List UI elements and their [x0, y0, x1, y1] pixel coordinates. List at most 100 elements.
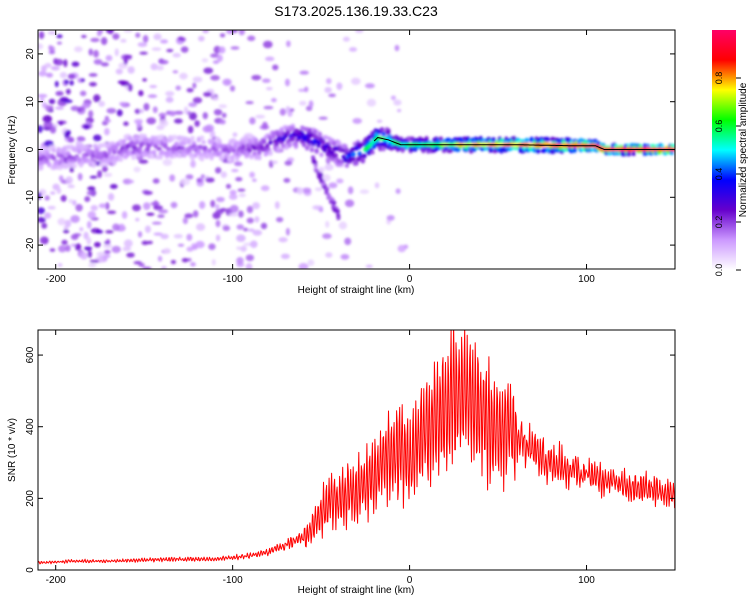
- spectrogram-cell: [108, 30, 113, 35]
- spectrogram-cell: [183, 106, 189, 115]
- spectrogram-cell: [212, 96, 219, 101]
- spectrogram-cell: [253, 138, 259, 144]
- spectrogram-cell: [107, 150, 112, 155]
- spectrogram-cell: [179, 72, 188, 80]
- spectrogram-cell: [201, 58, 209, 63]
- spectrogram-cell: [324, 86, 332, 93]
- spectrogram-cell: [100, 37, 108, 45]
- spectrogram-cell: [138, 90, 144, 97]
- spectrogram-cell: [139, 108, 144, 114]
- spectrogram-cell: [104, 152, 109, 159]
- spectrogram-cell: [153, 232, 163, 236]
- spectrogram-cell: [328, 182, 338, 189]
- spectrogram-cell: [332, 200, 337, 205]
- spectrogram-cell: [165, 96, 174, 103]
- spectrogram-cell: [220, 207, 227, 212]
- spectrogram-cell: [156, 146, 162, 151]
- spectrogram-cell: [243, 227, 249, 232]
- snr-y-tick-label: 200: [25, 490, 36, 507]
- spectrogram-cell: [545, 136, 550, 142]
- spectrogram-cell: [260, 222, 268, 230]
- spectrogram-cell: [261, 138, 267, 145]
- spectrogram-cell: [51, 155, 57, 161]
- spectrogram-cell: [38, 217, 46, 223]
- spectrogram-cell: [271, 134, 276, 140]
- spectrogram-cell: [42, 115, 53, 123]
- spectrogram-cell: [177, 152, 182, 159]
- spectrogram-cell: [59, 157, 65, 163]
- spectrogram-cell: [175, 85, 182, 91]
- spectrogram-cell: [90, 205, 98, 211]
- spectrogram-cell: [182, 217, 188, 225]
- spectrogram-cell: [144, 225, 151, 233]
- spectrogram-cell: [278, 237, 288, 243]
- spectrogram-cell: [44, 212, 52, 219]
- snr-series-line: [38, 330, 675, 565]
- spectrogram-cell: [169, 174, 176, 182]
- spectrogram-cell: [344, 163, 350, 168]
- spectrogram-cell: [63, 99, 73, 104]
- spectrogram-cell: [225, 183, 232, 189]
- spectrogram-cell: [271, 97, 277, 103]
- snr-y-tick-label: 600: [25, 346, 36, 363]
- spectrogram-cell: [214, 167, 222, 174]
- spectrogram-cell: [39, 236, 49, 245]
- spectrogram-cell: [57, 218, 66, 226]
- spectrogram-cell: [214, 203, 220, 210]
- spectrogram-y-tick-label: -10: [25, 190, 36, 205]
- spectrogram-cell: [203, 67, 214, 74]
- spectrogram-cell: [135, 217, 140, 222]
- snr-y-axis-label: SNR (10 * v/v): [7, 418, 18, 482]
- spectrogram-cell: [208, 243, 216, 250]
- spectrogram-cell: [81, 34, 87, 39]
- spectrogram-cell: [49, 126, 57, 134]
- spectrogram-cell: [93, 94, 101, 103]
- spectrogram-cell: [362, 153, 367, 159]
- spectrogram-cell: [219, 33, 226, 38]
- spectrogram-cell: [249, 117, 256, 125]
- spectrogram-cell: [38, 70, 47, 77]
- spectrogram-cell: [128, 179, 135, 184]
- spectrogram-cell: [316, 172, 321, 177]
- spectrogram-cell: [192, 97, 203, 104]
- spectrogram-cell: [81, 102, 91, 109]
- spectrogram-cell: [55, 106, 64, 110]
- spectrogram-cell: [327, 145, 332, 151]
- spectrogram-cell: [88, 110, 94, 118]
- spectrogram-cell: [58, 121, 64, 126]
- spectrogram-cell: [77, 173, 83, 181]
- spectrogram-cell: [38, 191, 42, 200]
- colorbar-ticks: 0.0 0.2 0.4 0.6 0.8: [714, 72, 741, 276]
- spectrogram-cell: [245, 254, 255, 262]
- spectrogram-cell: [69, 166, 75, 173]
- spectrogram-cell: [181, 258, 189, 263]
- spectrogram-cell: [166, 48, 174, 53]
- spectrogram-cell: [96, 31, 102, 37]
- spectrogram-cell: [438, 136, 444, 141]
- spectrogram-cell: [631, 151, 636, 157]
- spectrogram-cell: [157, 214, 165, 218]
- spectrogram-cell: [187, 139, 192, 145]
- spectrogram-x-tick-label: 0: [407, 274, 413, 285]
- spectrogram-cell: [117, 223, 126, 232]
- spectrogram-cell: [88, 262, 97, 268]
- spectrogram-cell: [122, 246, 132, 252]
- spectrogram-cell: [325, 156, 331, 165]
- spectrogram-cell: [89, 175, 98, 179]
- spectrogram-cell: [47, 205, 56, 210]
- spectrogram-cell: [153, 205, 164, 211]
- spectrogram-cell: [314, 187, 323, 192]
- spectrogram-cell: [301, 141, 307, 148]
- spectrogram-cell: [250, 240, 258, 248]
- spectrogram-cell: [320, 140, 326, 145]
- spectrogram-cell: [188, 102, 198, 108]
- spectrogram-cell: [196, 178, 202, 183]
- snr-x-tick-label: 100: [578, 575, 595, 586]
- spectrogram-cell: [257, 154, 262, 161]
- spectrogram-cell: [240, 245, 247, 252]
- spectrogram-cell: [216, 196, 225, 203]
- colorbar-label: Normalized spectral amplitude: [738, 82, 749, 217]
- spectrogram-cell: [355, 30, 364, 34]
- spectrogram-cell: [219, 119, 226, 125]
- spectrogram-cell: [359, 189, 370, 194]
